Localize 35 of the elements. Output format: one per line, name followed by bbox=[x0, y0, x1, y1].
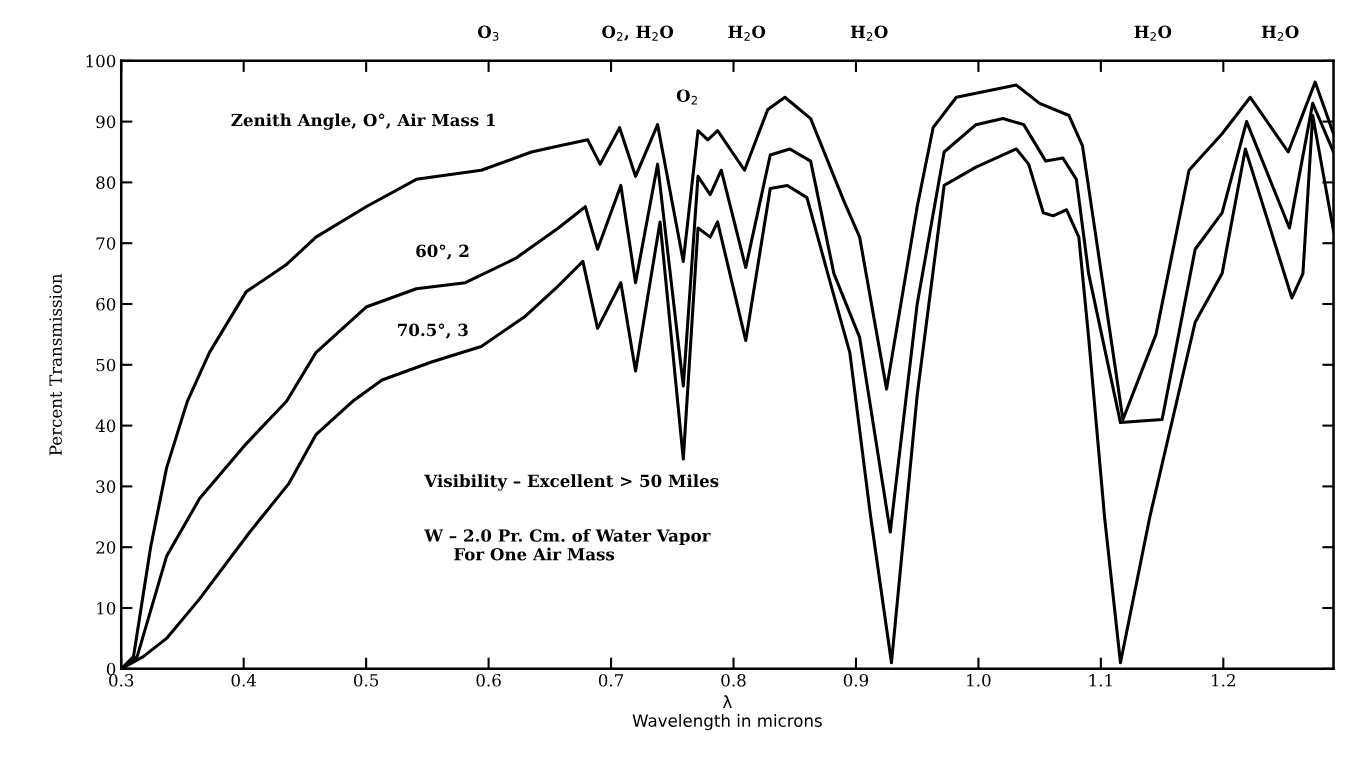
y-tick-label: 0 bbox=[106, 662, 116, 676]
y-tick-label: 50 bbox=[96, 358, 116, 372]
x-tick-label: 0.8 bbox=[721, 673, 746, 687]
series-label: 70.5°, 3 bbox=[398, 323, 468, 339]
y-axis-title: Percent Transmission bbox=[49, 273, 62, 456]
y-tick-label: 70 bbox=[96, 237, 116, 250]
text: H$_{2}$O bbox=[850, 25, 888, 41]
x-tick-label: 1.1 bbox=[1089, 673, 1112, 687]
text: H$_{2}$O bbox=[1134, 25, 1172, 41]
x-tick-label: 0.6 bbox=[476, 673, 501, 687]
x-tick-label: 0.4 bbox=[231, 673, 257, 687]
y-tick-label: 20 bbox=[96, 541, 116, 554]
y-tick-label: 100 bbox=[86, 54, 116, 68]
y-tick-label: 60 bbox=[96, 297, 116, 311]
text: O$_{3}$ bbox=[477, 25, 499, 41]
text: O$_{2}$, H$_{2}$O bbox=[602, 25, 674, 41]
y-tick-label: 40 bbox=[95, 419, 116, 433]
x-tick-label: 0.7 bbox=[598, 673, 624, 687]
series-label: 60°, 2 bbox=[416, 244, 469, 260]
x-tick-label: 1.2 bbox=[1212, 673, 1235, 687]
annotation: O$_{2}$ bbox=[676, 89, 697, 105]
x-tick-label: 0.5 bbox=[353, 673, 379, 687]
y-tick-label: 10 bbox=[97, 601, 116, 615]
text: H$_{2}$O bbox=[728, 25, 766, 41]
x-tick-label: 1.0 bbox=[967, 673, 991, 687]
annotation: Visibility – Excellent > 50 Miles bbox=[424, 474, 719, 491]
x-tick-label: 0.9 bbox=[843, 673, 869, 687]
x-axis-title: λ Wavelength in microns bbox=[632, 695, 822, 731]
x-tick-label: 0.3 bbox=[109, 673, 134, 687]
text: Zenith Angle, O°, Air Mass 1 bbox=[231, 113, 495, 130]
y-tick-label: 80 bbox=[96, 176, 116, 189]
annotation: W – 2.0 Pr. Cm. of Water Vapor For One Air Mass bbox=[424, 528, 711, 561]
y-tick-label: 30 bbox=[96, 480, 116, 493]
text: H$_{2}$O bbox=[1261, 25, 1299, 41]
y-tick-label: 90 bbox=[96, 115, 116, 129]
